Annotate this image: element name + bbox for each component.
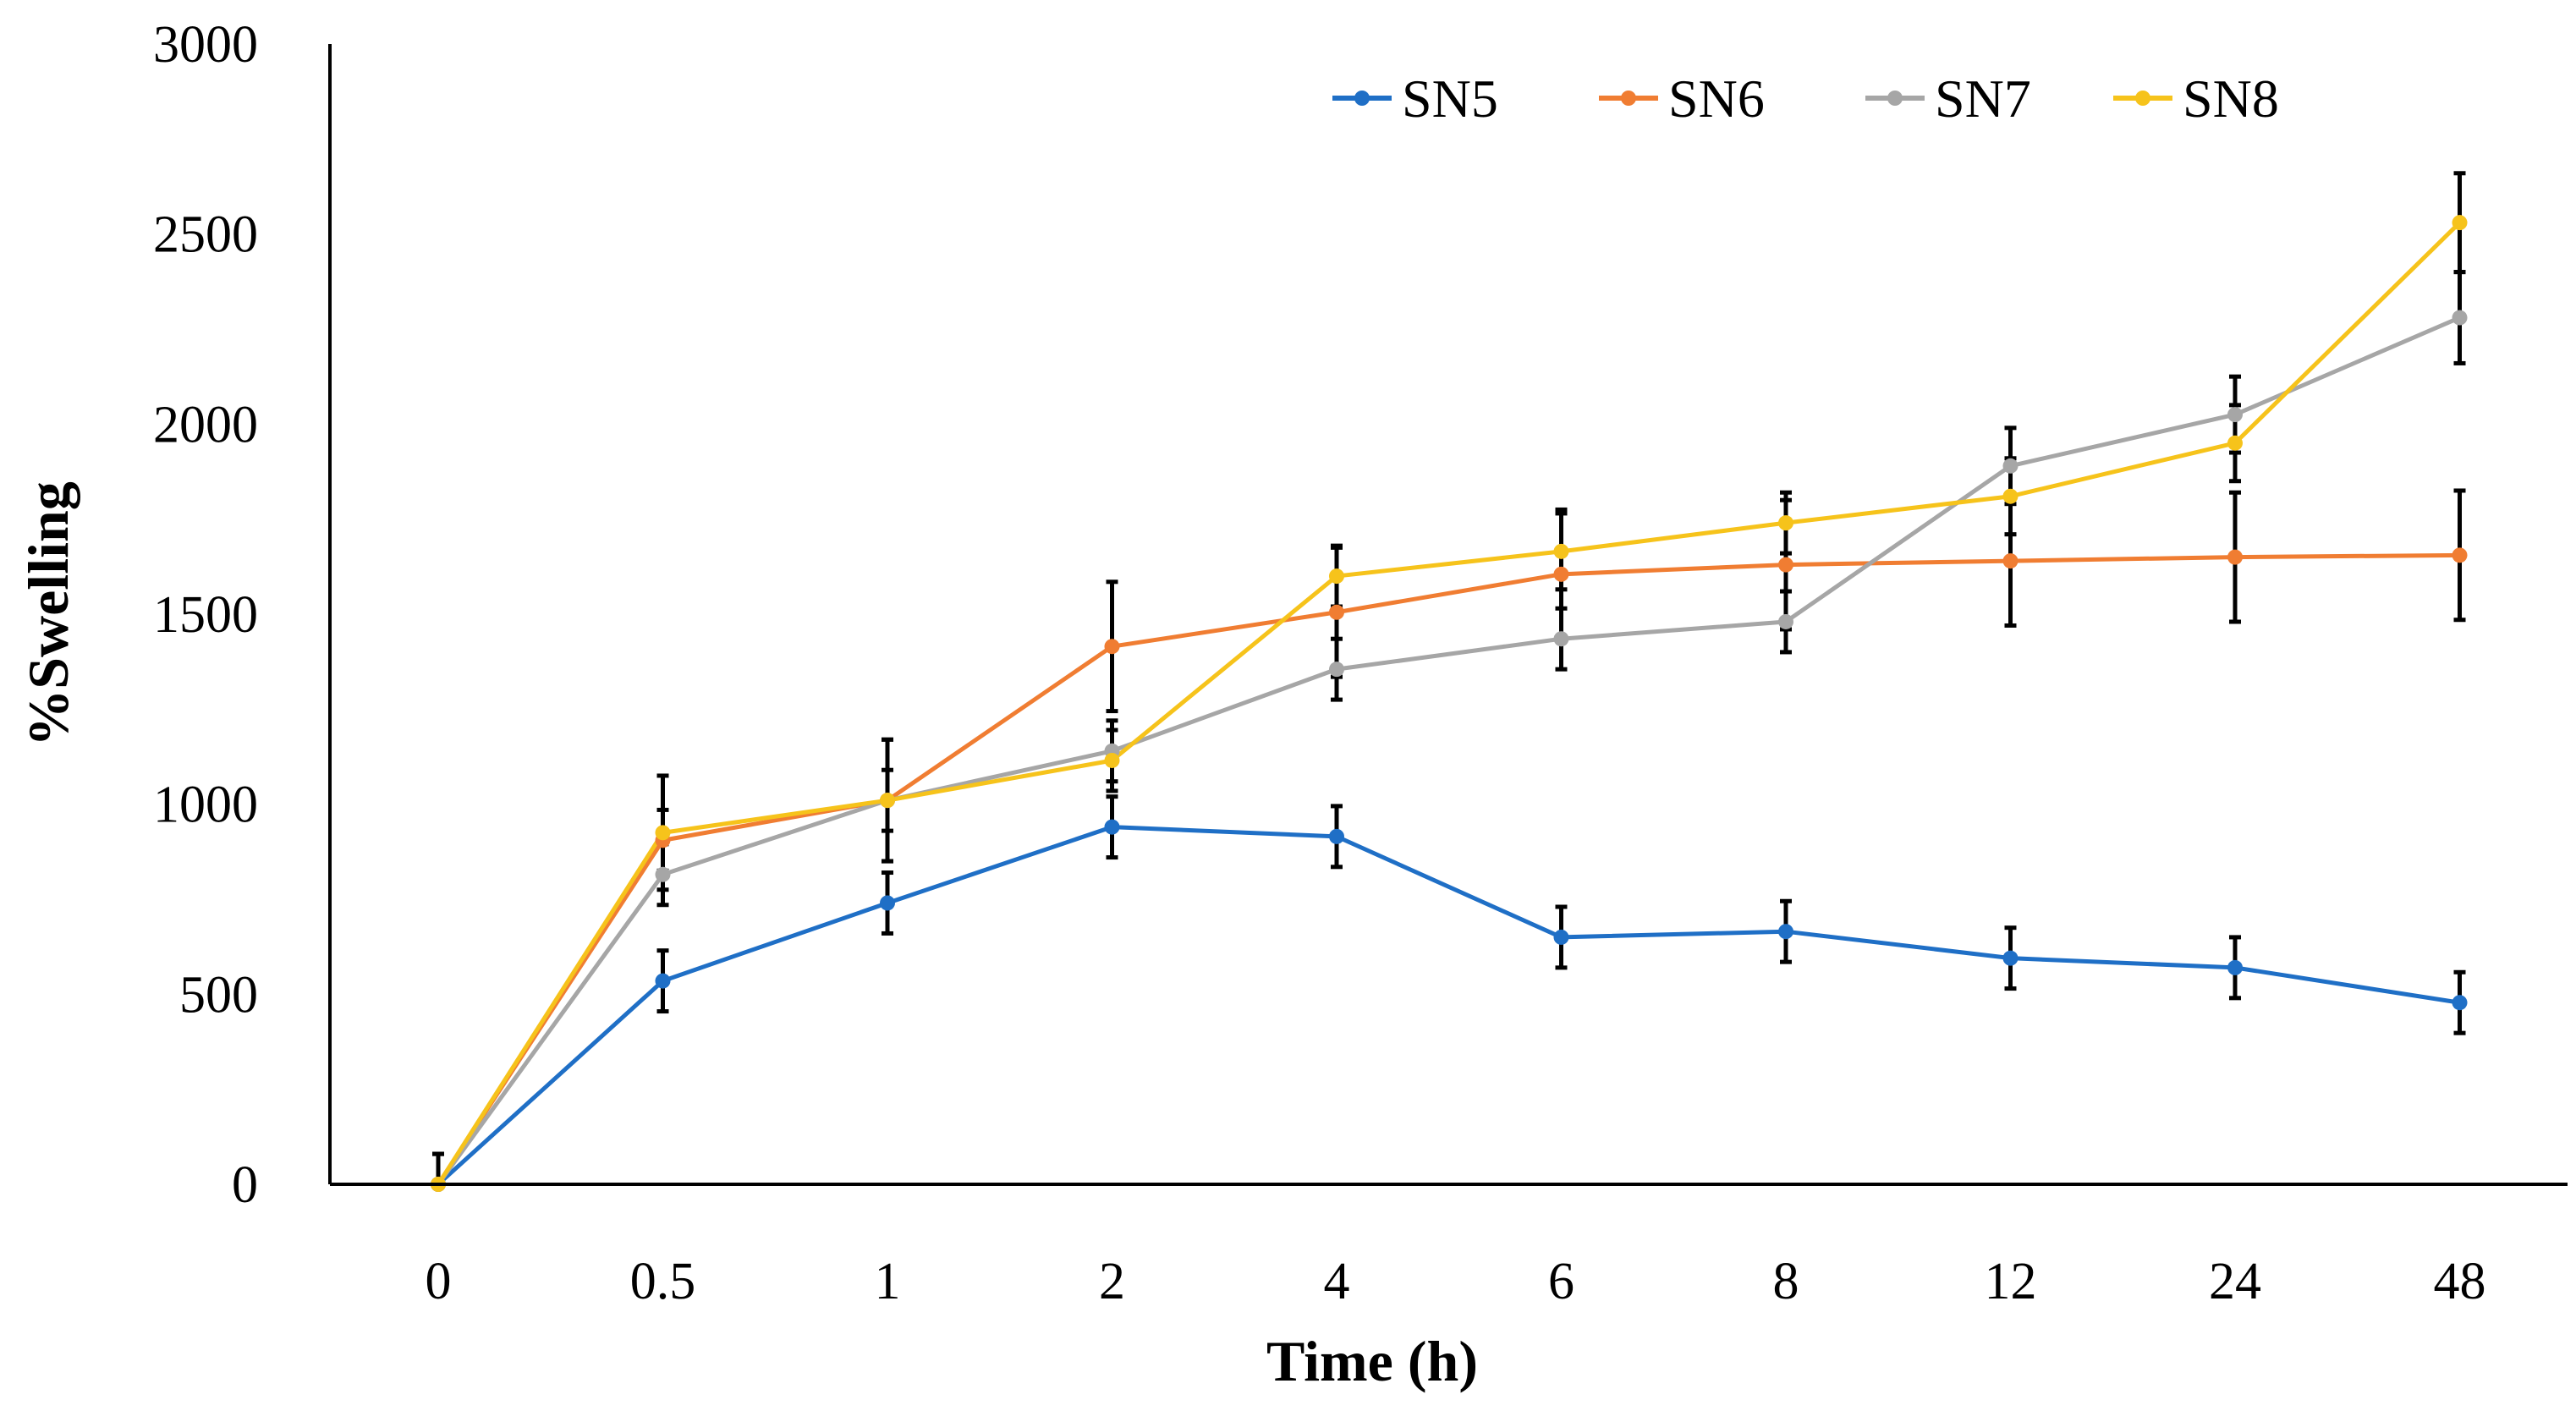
y-tick-label: 3000 bbox=[153, 16, 258, 74]
x-axis-title: Time (h) bbox=[1266, 1329, 1478, 1393]
y-tick-label: 1500 bbox=[153, 586, 258, 644]
data-point-sn8 bbox=[880, 793, 895, 809]
legend-marker bbox=[1621, 91, 1636, 106]
data-point-sn8 bbox=[1329, 568, 1344, 585]
data-point-sn7 bbox=[1778, 613, 1793, 629]
data-point-sn6 bbox=[1553, 566, 1569, 582]
series-line-sn6 bbox=[436, 552, 2460, 1186]
x-tick-label: 24 bbox=[2209, 1253, 2261, 1310]
data-point-sn7 bbox=[2002, 458, 2019, 474]
series-line-sn8 bbox=[436, 221, 2462, 1186]
y-tick-label: 500 bbox=[179, 966, 258, 1024]
legend-label: SN6 bbox=[1668, 69, 1765, 129]
data-point-sn7 bbox=[655, 866, 671, 882]
axes bbox=[328, 44, 2568, 1186]
data-point-sn8 bbox=[2002, 488, 2019, 504]
legend-marker bbox=[1354, 91, 1370, 106]
data-point-sn8 bbox=[2227, 435, 2243, 451]
legend-marker bbox=[1887, 91, 1903, 106]
legend-item-sn5: SN5 bbox=[1332, 69, 1498, 129]
x-tick-label: 2 bbox=[1099, 1253, 1125, 1310]
data-point-sn6 bbox=[2002, 553, 2019, 569]
legend-item-sn8: SN8 bbox=[2113, 69, 2279, 129]
x-tick-label: 12 bbox=[1985, 1253, 2037, 1310]
legend-label: SN5 bbox=[1402, 69, 1498, 129]
y-tick-label: 2500 bbox=[153, 206, 258, 264]
x-tick-label: 0.5 bbox=[630, 1253, 696, 1310]
data-point-sn5 bbox=[1778, 924, 1793, 940]
x-tick-label: 1 bbox=[875, 1253, 901, 1310]
legend-item-sn7: SN7 bbox=[1865, 69, 2031, 129]
data-point-sn7 bbox=[1553, 631, 1569, 647]
legend-label: SN8 bbox=[2183, 69, 2279, 129]
data-point-sn5 bbox=[1329, 828, 1344, 844]
x-tick-label: 6 bbox=[1548, 1253, 1574, 1310]
series-markers bbox=[431, 215, 2468, 1192]
data-point-sn7 bbox=[2452, 310, 2468, 326]
data-point-sn8 bbox=[1553, 543, 1569, 559]
data-point-sn5 bbox=[655, 973, 671, 989]
data-point-sn8 bbox=[655, 825, 671, 841]
data-point-sn6 bbox=[2227, 549, 2243, 565]
data-point-sn8 bbox=[2452, 215, 2468, 231]
data-point-sn7 bbox=[2227, 407, 2243, 423]
error-bars bbox=[432, 171, 2466, 1187]
y-tick-label: 2000 bbox=[153, 396, 258, 453]
data-point-sn6 bbox=[1104, 639, 1120, 655]
series-line-sn7 bbox=[436, 316, 2461, 1186]
x-tick-label: 0 bbox=[426, 1253, 452, 1310]
y-axis-title: %Swelling bbox=[16, 481, 80, 747]
legend-item-sn6: SN6 bbox=[1599, 69, 1765, 129]
data-point-sn5 bbox=[1553, 929, 1569, 945]
x-tick-label: 48 bbox=[2434, 1253, 2486, 1310]
data-point-sn5 bbox=[1104, 819, 1120, 835]
y-tick-label: 1000 bbox=[153, 777, 258, 834]
data-point-sn6 bbox=[1778, 557, 1793, 573]
y-tick-label: 0 bbox=[232, 1156, 258, 1214]
legend: SN5 SN6 SN7 SN8 bbox=[1332, 69, 2279, 129]
data-point-sn8 bbox=[1104, 752, 1120, 768]
x-tick-label: 8 bbox=[1773, 1253, 1799, 1310]
data-point-sn6 bbox=[1329, 604, 1344, 620]
series-lines bbox=[436, 221, 2462, 1186]
series-line-sn5 bbox=[437, 825, 2460, 1186]
data-point-sn8 bbox=[1778, 515, 1793, 531]
data-point-sn5 bbox=[2227, 959, 2243, 975]
x-tick-label: 4 bbox=[1324, 1253, 1350, 1310]
legend-label: SN7 bbox=[1935, 69, 2031, 129]
data-point-sn6 bbox=[2452, 547, 2468, 563]
x-tick-labels: 0 0.5 1 2 4 6 8 12 24 48 bbox=[426, 1253, 2486, 1310]
data-point-sn5 bbox=[2452, 995, 2468, 1011]
data-point-sn5 bbox=[880, 895, 895, 911]
y-tick-labels: 0 500 1000 1500 2000 2500 3000 bbox=[153, 16, 258, 1214]
data-point-sn5 bbox=[2002, 950, 2019, 966]
data-point-sn7 bbox=[1329, 662, 1344, 678]
legend-marker bbox=[2135, 91, 2150, 106]
